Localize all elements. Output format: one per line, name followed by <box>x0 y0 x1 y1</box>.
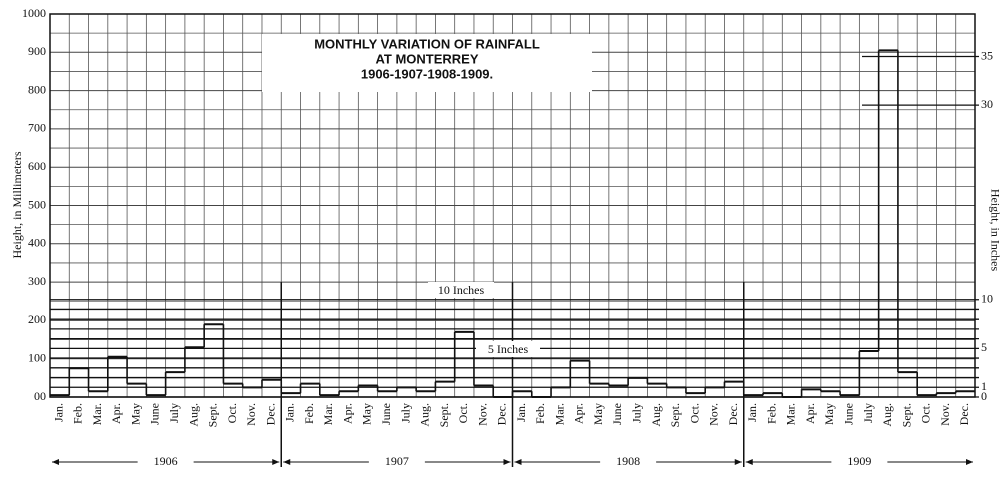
x-tick-label: Mar. <box>90 403 104 425</box>
x-tick-label: July <box>398 403 412 423</box>
arrow-head <box>272 459 280 465</box>
x-tick-label: Jan. <box>514 403 528 422</box>
x-tick-label: Feb. <box>533 403 547 424</box>
x-tick-label: May <box>822 403 836 425</box>
annotation: 10 Inches <box>438 283 485 297</box>
x-tick-label: May <box>360 403 374 425</box>
x-tick-label: Nov. <box>707 403 721 426</box>
y2-axis-label: Height, in Inches <box>988 189 1002 272</box>
x-tick-label: Nov. <box>475 403 489 426</box>
x-tick-label: June <box>841 403 855 425</box>
x-tick-label: Sept. <box>437 403 451 427</box>
y2-tick-label: 1 <box>981 379 987 393</box>
y-tick-label: 1000 <box>22 6 46 20</box>
y2-tick-label: 10 <box>981 291 993 305</box>
x-tick-label: Dec. <box>957 403 971 425</box>
x-tick-label: Apr. <box>803 403 817 424</box>
x-tick-label: Feb. <box>764 403 778 424</box>
y2-tick-label: 35 <box>981 48 993 62</box>
x-tick-label: July <box>167 403 181 423</box>
x-tick-label: July <box>861 403 875 423</box>
chart-title: 1906-1907-1908-1909. <box>361 66 493 81</box>
x-tick-label: Mar. <box>784 403 798 425</box>
y-tick-label: 500 <box>28 197 46 211</box>
x-tick-label: May <box>591 403 605 425</box>
x-tick-label: July <box>630 403 644 423</box>
x-tick-label: Feb. <box>302 403 316 424</box>
y-tick-label: 800 <box>28 82 46 96</box>
y2-tick-label: 30 <box>981 97 993 111</box>
arrow-head <box>283 459 291 465</box>
chart-title: AT MONTERREY <box>375 51 478 66</box>
x-tick-label: Jan. <box>51 403 65 422</box>
x-tick-label: Jan. <box>283 403 297 422</box>
annotation: 5 Inches <box>488 342 529 356</box>
x-tick-label: June <box>610 403 624 425</box>
arrow-head <box>734 459 742 465</box>
arrow-head <box>745 459 753 465</box>
x-tick-label: Aug. <box>186 403 200 427</box>
arrow-head <box>966 459 973 465</box>
y-tick-label: 100 <box>28 350 46 364</box>
y-tick-label: 900 <box>28 44 46 58</box>
y-tick-label: 600 <box>28 159 46 173</box>
annotation-bg <box>476 341 540 357</box>
y-axis-label: Height, in Millimeters <box>10 151 24 258</box>
x-tick-label: Nov. <box>244 403 258 426</box>
x-tick-label: June <box>379 403 393 425</box>
x-tick-label: Apr. <box>109 403 123 424</box>
x-tick-label: Oct. <box>919 403 933 423</box>
x-tick-label: Aug. <box>880 403 894 427</box>
x-tick-label: Sept. <box>206 403 220 427</box>
x-tick-label: Oct. <box>687 403 701 423</box>
x-tick-label: Mar. <box>321 403 335 425</box>
x-tick-label: Dec. <box>263 403 277 425</box>
year-label: 1907 <box>385 454 409 468</box>
year-label: 1906 <box>154 454 178 468</box>
chart-title: MONTHLY VARIATION OF RAINFALL <box>314 36 540 51</box>
annotation-bg <box>428 282 494 298</box>
x-tick-label: Sept. <box>668 403 682 427</box>
x-tick-label: Aug. <box>418 403 432 427</box>
x-tick-label: Apr. <box>340 403 354 424</box>
x-tick-label: Apr. <box>572 403 586 424</box>
arrow-head <box>514 459 522 465</box>
x-tick-label: Mar. <box>552 403 566 425</box>
x-tick-label: Oct. <box>456 403 470 423</box>
y-tick-label: 00 <box>34 389 46 403</box>
x-tick-label: Sept. <box>899 403 913 427</box>
arrow-head <box>503 459 511 465</box>
y-tick-label: 200 <box>28 312 46 326</box>
x-tick-label: Nov. <box>938 403 952 426</box>
x-tick-label: May <box>128 403 142 425</box>
title-box <box>262 34 592 92</box>
y-tick-label: 700 <box>28 121 46 135</box>
x-tick-label: June <box>148 403 162 425</box>
x-tick-label: Dec. <box>495 403 509 425</box>
x-tick-label: Aug. <box>649 403 663 427</box>
x-tick-label: Feb. <box>71 403 85 424</box>
year-label: 1908 <box>616 454 640 468</box>
x-tick-label: Dec. <box>726 403 740 425</box>
y-tick-label: 400 <box>28 236 46 250</box>
arrow-head <box>52 459 59 465</box>
year-label: 1909 <box>847 454 871 468</box>
y2-tick-label: 5 <box>981 340 987 354</box>
x-tick-label: Oct. <box>225 403 239 423</box>
y-tick-label: 300 <box>28 274 46 288</box>
x-tick-label: Jan. <box>745 403 759 422</box>
y2-tick-label: 0 <box>981 389 987 403</box>
